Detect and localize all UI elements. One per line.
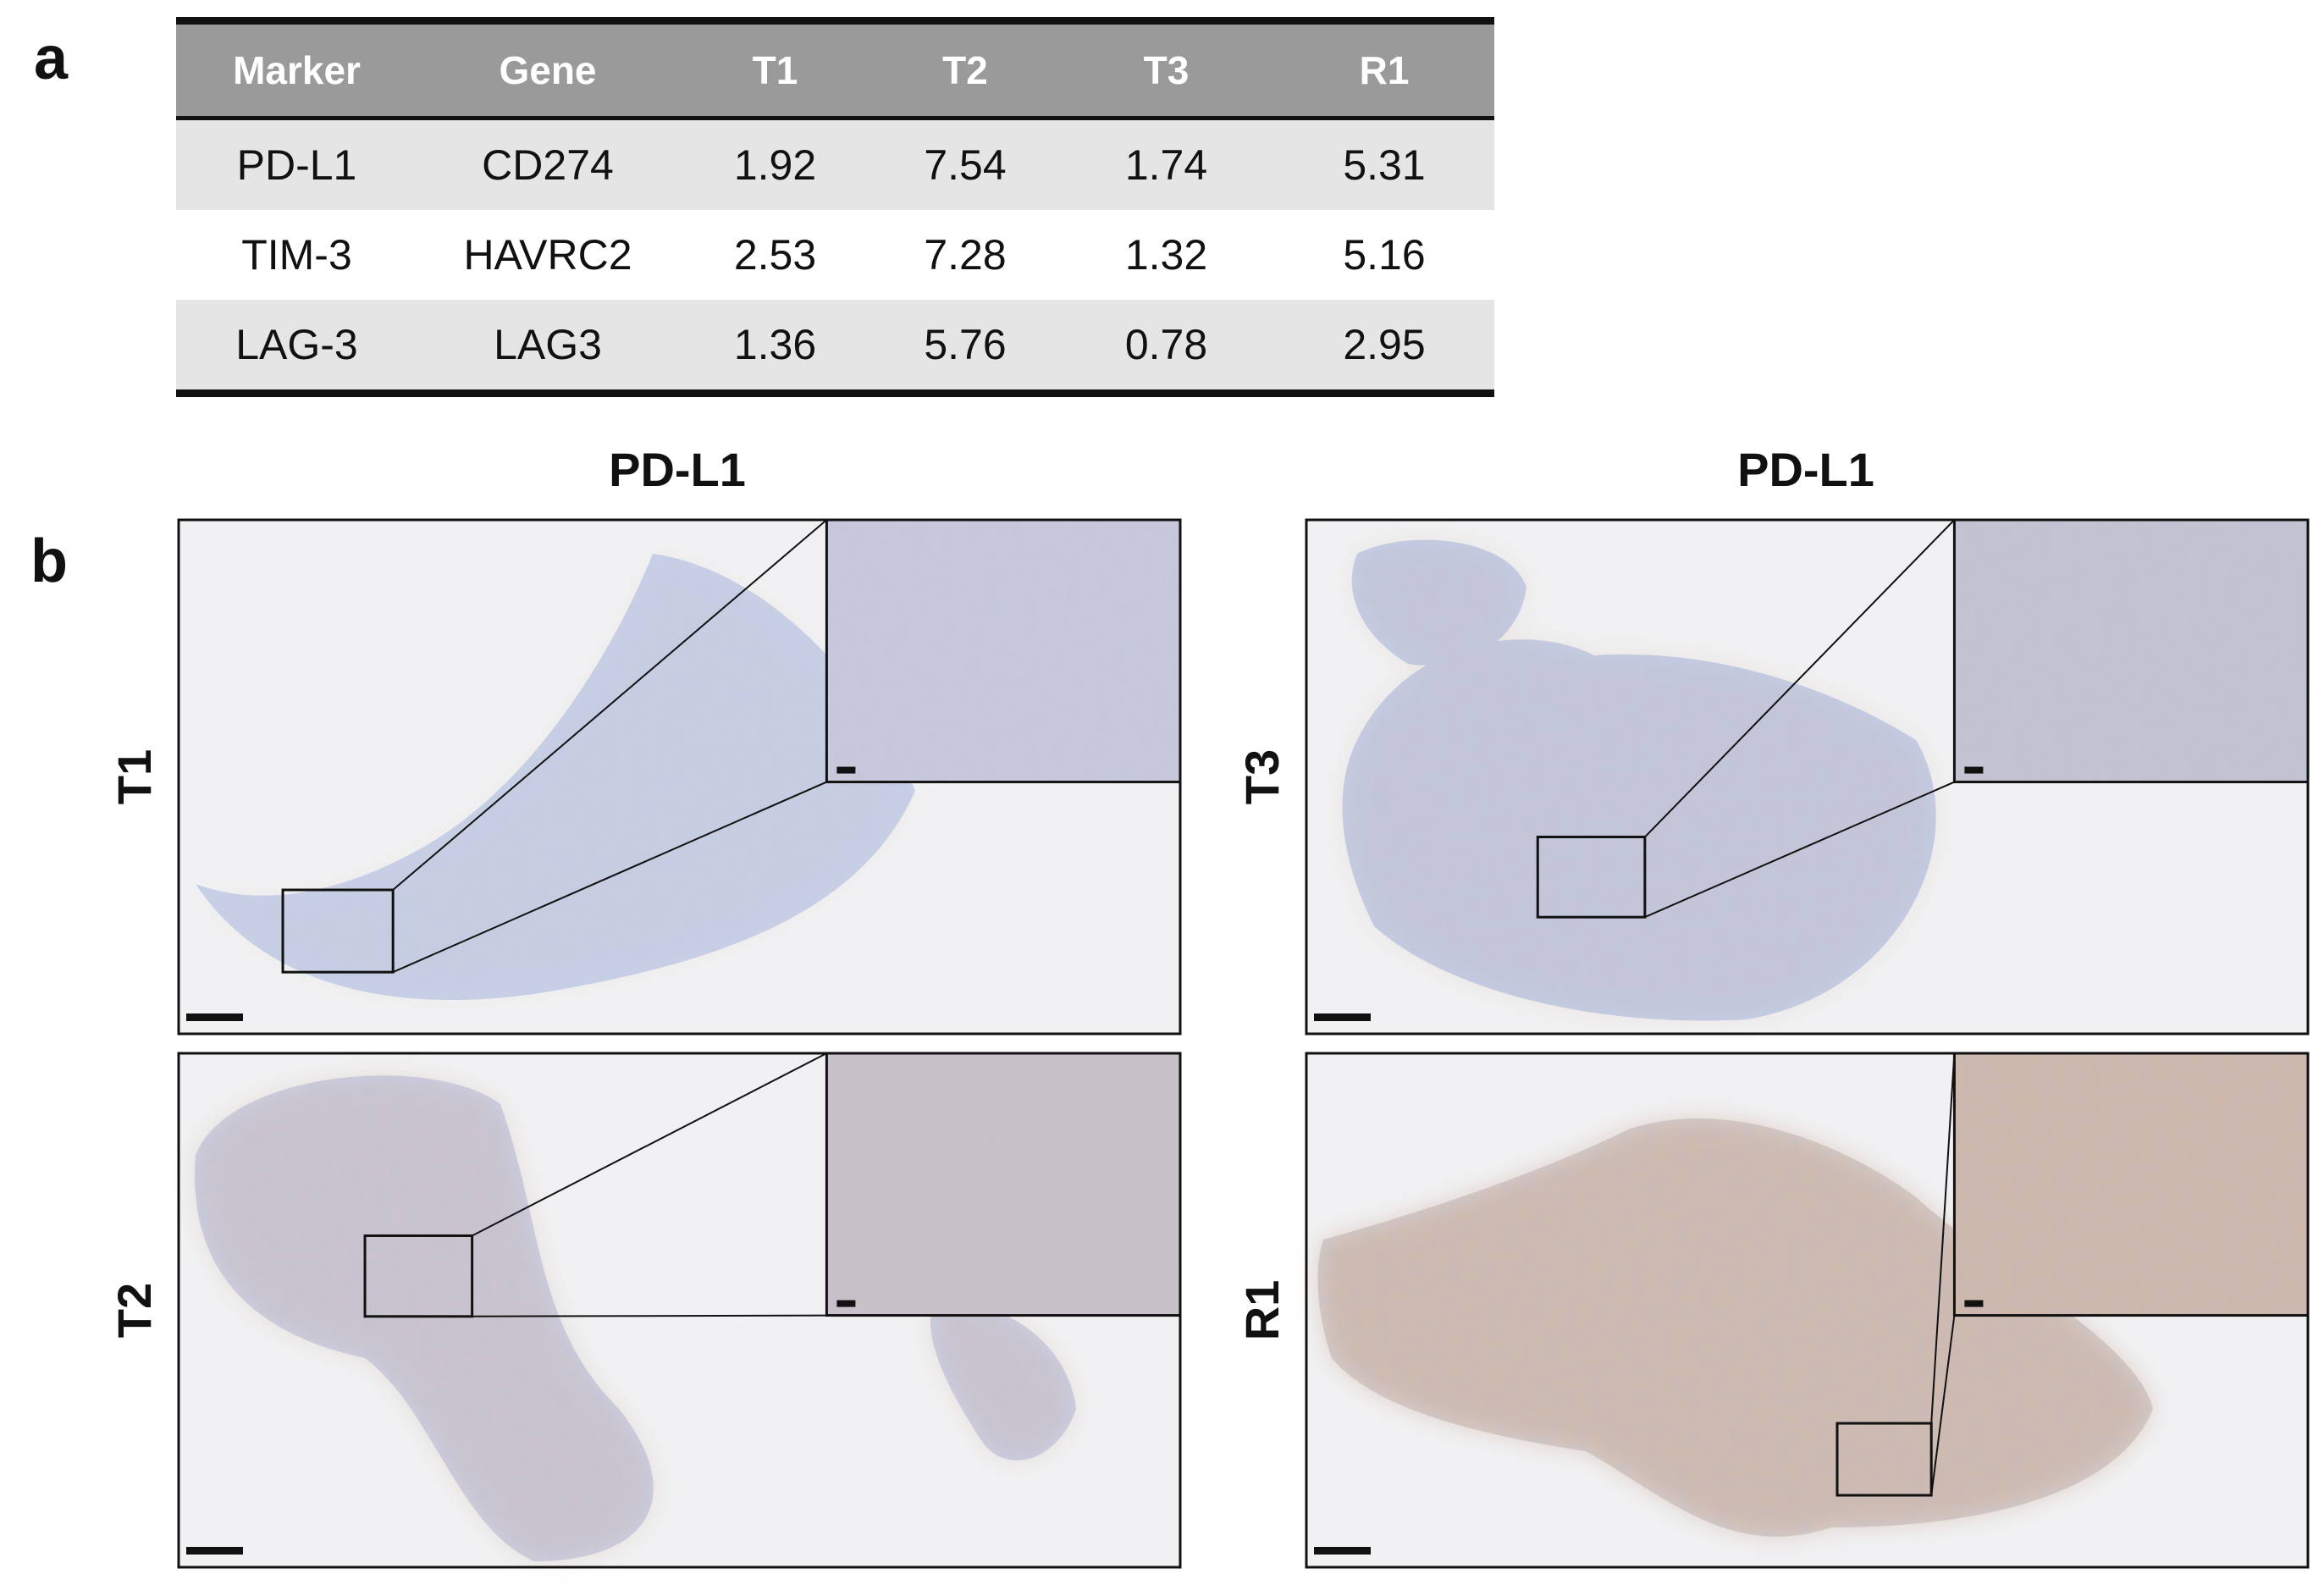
table-row: PD-L1 CD274 1.92 7.54 1.74 5.31 [176, 118, 1494, 210]
column-title: PD-L1 [1737, 443, 1874, 496]
table-cell: 5.16 [1343, 231, 1426, 279]
header-cell: T2 [872, 20, 1058, 120]
row-label: T1 [108, 749, 161, 804]
panel-label: b [30, 527, 68, 595]
zoom-line [1930, 1052, 1956, 1424]
stain-region [195, 1075, 1076, 1561]
row-label: R1 [1235, 1280, 1289, 1341]
zoom-line [1930, 1315, 1956, 1496]
inset-image [1954, 1053, 2308, 1316]
scale-bar [1314, 1547, 1371, 1555]
table-cell: 7.54 [872, 118, 1058, 210]
scale-bar [186, 1547, 243, 1555]
inset-image [826, 1053, 1180, 1316]
zoom-box [363, 1234, 474, 1318]
table-cell: 7.28 [924, 231, 1007, 279]
stain-region [1342, 539, 1936, 1021]
table-cell: PD-L1 [176, 118, 417, 210]
header-cell: Gene [417, 20, 678, 120]
inset-stain [826, 1053, 1180, 1316]
panel-frame [1305, 1052, 2310, 1569]
ihc-panel [1305, 518, 2310, 1035]
header-cell: T1 [678, 20, 872, 120]
table-cell: TIM-3 [241, 231, 352, 279]
ihc-panel [177, 1052, 1182, 1569]
table-cell: 2.95 [1274, 300, 1494, 394]
header-cell: Marker [176, 20, 417, 120]
stain-region [196, 554, 915, 1001]
inset-stain [1954, 1053, 2308, 1316]
table-cell: HAVRC2 [463, 231, 632, 279]
zoom-line [1644, 519, 1956, 838]
zoom-line [1644, 781, 1955, 919]
table-cell: LAG-3 [176, 300, 417, 394]
zoom-box [1536, 836, 1647, 919]
table-cell: 0.78 [1058, 300, 1274, 394]
table-cell: LAG3 [417, 300, 678, 394]
inset-image [1954, 520, 2308, 782]
header-cell: R1 [1274, 20, 1494, 120]
table-cell: 5.76 [872, 300, 1058, 394]
panel-label: a [34, 25, 69, 92]
row-label: T2 [108, 1283, 161, 1338]
inset-stain [1954, 520, 2308, 782]
inset-scale-bar [836, 1300, 856, 1307]
zoom-line [472, 1052, 827, 1237]
ihc-panel [177, 518, 1182, 1035]
zoom-box [281, 888, 395, 974]
inset-scale-bar [1964, 1300, 1984, 1307]
inset-scale-bar [1964, 766, 1984, 774]
inset-stain [826, 520, 1180, 782]
inset-scale-bar [836, 766, 856, 774]
inset-image [826, 520, 1180, 782]
table-cell: CD274 [417, 118, 678, 210]
zoom-line [472, 1314, 827, 1317]
table-cell: 5.31 [1274, 118, 1494, 210]
marker-table: Marker Gene T1 T2 T3 R1 PD-L1 CD274 1.92 7.54 1.7… [176, 17, 1494, 397]
table-cell: 1.36 [678, 300, 872, 394]
header-cell: T3 [1058, 20, 1274, 120]
panel-frame [177, 518, 1182, 1035]
zoom-box [1835, 1422, 1933, 1497]
panel-frame [1305, 518, 2310, 1035]
panel-frame [177, 1052, 1182, 1569]
zoom-line [392, 519, 828, 891]
row-label: T3 [1235, 749, 1289, 804]
scale-bar [186, 1013, 243, 1021]
table-cell: 1.74 [1058, 118, 1274, 210]
ihc-panel [1305, 1052, 2310, 1569]
zoom-line [392, 781, 827, 974]
table-row: TIM-3 HAVRC2 2.53 7.28 1.32 5.16 [176, 210, 1494, 300]
header-row: Marker Gene T1 T2 T3 R1 [176, 20, 1494, 120]
table-cell: 1.92 [678, 118, 872, 210]
column-title: PD-L1 [609, 443, 746, 496]
table-cell: 2.53 [733, 231, 817, 279]
scale-bar [1314, 1013, 1371, 1021]
table-row: LAG-3 LAG3 1.36 5.76 0.78 2.95 [176, 300, 1494, 394]
table-cell: 1.32 [1124, 231, 1208, 279]
